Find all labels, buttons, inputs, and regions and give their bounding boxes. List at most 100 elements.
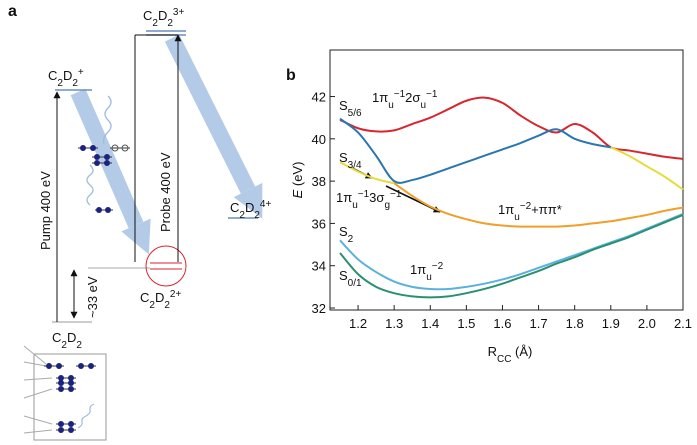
text-part: u bbox=[352, 200, 358, 211]
text-part: 1π bbox=[372, 90, 388, 105]
text-part: S bbox=[339, 268, 348, 283]
y-tick-label: 34 bbox=[312, 259, 326, 274]
x-tick-label: 1.3 bbox=[385, 316, 403, 331]
curve bbox=[393, 182, 684, 228]
pump-label: Pump 400 eV bbox=[38, 171, 53, 250]
x-tick-label: 1.7 bbox=[530, 316, 548, 331]
x-tick-label: 1.9 bbox=[602, 316, 620, 331]
annotation: 1πu−2 bbox=[410, 261, 444, 283]
text-part: 2+ bbox=[170, 289, 182, 300]
x-tick-label: 1.6 bbox=[493, 316, 511, 331]
text-part: 5/6 bbox=[348, 108, 362, 119]
text-part: CC bbox=[497, 354, 511, 365]
plot-frame bbox=[329, 49, 684, 311]
core-hole bbox=[145, 245, 187, 287]
decay-arrow bbox=[164, 34, 263, 219]
text-part: C bbox=[48, 68, 57, 83]
text-part: −2 bbox=[432, 261, 444, 272]
state-label: C2D22+ bbox=[140, 289, 181, 311]
curve bbox=[339, 96, 684, 160]
annotation: 1πu−13σg−1 bbox=[336, 189, 402, 211]
x-tick-label: 2.0 bbox=[638, 316, 656, 331]
curve bbox=[339, 214, 684, 299]
y-tick-label: 42 bbox=[312, 90, 326, 105]
x-tick-label: 1.4 bbox=[421, 316, 439, 331]
text-part: R bbox=[488, 344, 497, 359]
text-part: 2 bbox=[167, 18, 173, 29]
panel-label: b bbox=[286, 67, 296, 84]
text-part: 3+ bbox=[173, 7, 185, 18]
y-tick-label: 36 bbox=[312, 216, 326, 231]
text-part: u bbox=[420, 100, 426, 111]
text-part: D bbox=[245, 200, 254, 215]
text-part: +ππ* bbox=[531, 202, 562, 217]
text-part: 1π bbox=[498, 202, 514, 217]
panel-b: b 1.2 1.3 1.4 1.5 1.6 1.7 1.8 1.9 2.0 2.1 32 34 36 38… bbox=[286, 49, 692, 365]
text-part: 2 bbox=[72, 78, 78, 89]
text-part: C bbox=[143, 8, 152, 23]
text-part: (Å) bbox=[511, 344, 532, 359]
text-part: −1 bbox=[358, 189, 370, 200]
text-part: u bbox=[388, 100, 394, 111]
text-part: 0/1 bbox=[348, 278, 362, 289]
text-part: 2 bbox=[61, 340, 67, 351]
text-part: −1 bbox=[394, 89, 406, 100]
text-part: −2 bbox=[520, 201, 532, 212]
wavy-line bbox=[102, 95, 112, 145]
annotation: 1πu−12σu−1 bbox=[372, 89, 438, 111]
text-part: 1π bbox=[336, 190, 352, 205]
text-part: + bbox=[78, 67, 84, 78]
text-part: 3σ bbox=[369, 190, 384, 205]
state-label: C2D24+ bbox=[230, 199, 271, 221]
text-part: 2 bbox=[149, 300, 155, 311]
text-part: 2 bbox=[239, 210, 245, 221]
panel-label: a bbox=[8, 3, 17, 20]
text-part: u bbox=[514, 212, 520, 223]
text-part: 2 bbox=[57, 78, 63, 89]
text-part: 2 bbox=[348, 234, 354, 245]
x-tick-label: 1.2 bbox=[349, 316, 367, 331]
text-part: −1 bbox=[426, 89, 438, 100]
gap-label: ~33 eV bbox=[85, 276, 100, 318]
text-part: u bbox=[426, 272, 432, 283]
text-part: D bbox=[63, 68, 72, 83]
text-part: D bbox=[155, 290, 164, 305]
text-part: 3/4 bbox=[348, 160, 362, 171]
text-part: S bbox=[339, 224, 348, 239]
text-part: C bbox=[140, 290, 149, 305]
text-part: S bbox=[339, 98, 348, 113]
text-part: 1π bbox=[410, 262, 426, 277]
annotation: S2 bbox=[339, 224, 354, 245]
y-tick-label: 40 bbox=[312, 132, 326, 147]
orbital-levels bbox=[23, 345, 96, 434]
text-part: 2 bbox=[152, 18, 158, 29]
x-axis-label: RCC (Å) bbox=[488, 344, 533, 365]
text-part: 4+ bbox=[260, 199, 272, 210]
orbital-sketch bbox=[78, 144, 130, 213]
text-part: S bbox=[339, 150, 348, 165]
wavy-line bbox=[86, 164, 94, 206]
y-tick-label: 32 bbox=[312, 301, 326, 316]
y-tick-label: 38 bbox=[312, 174, 326, 189]
text-part: 2 bbox=[164, 300, 170, 311]
text-part: (eV) bbox=[290, 162, 305, 190]
orbital-box bbox=[33, 353, 107, 441]
x-tick-label: 2.1 bbox=[674, 316, 692, 331]
annotation: S5/6 bbox=[339, 98, 362, 119]
probe-label: Probe 400 eV bbox=[158, 152, 173, 232]
x-tick-label: 1.8 bbox=[566, 316, 584, 331]
text-part: g bbox=[384, 200, 390, 211]
curve bbox=[339, 117, 611, 184]
state-label: C2D23+ bbox=[143, 7, 184, 29]
state-label: C2D2+ bbox=[48, 67, 84, 89]
annotation: 1πu−2+ππ* bbox=[498, 201, 562, 223]
state-label: C2D2 bbox=[52, 330, 82, 351]
y-axis-label: E (eV) bbox=[290, 162, 305, 199]
curve bbox=[339, 146, 684, 191]
panel-a: a C2D23+ C2D2+ C2D24+ C2D22+ C2D2 Pump 4… bbox=[8, 3, 271, 441]
text-part: C bbox=[230, 200, 239, 215]
x-tick-label: 1.5 bbox=[457, 316, 475, 331]
text-part: 2σ bbox=[405, 90, 420, 105]
text-part: −1 bbox=[390, 189, 402, 200]
